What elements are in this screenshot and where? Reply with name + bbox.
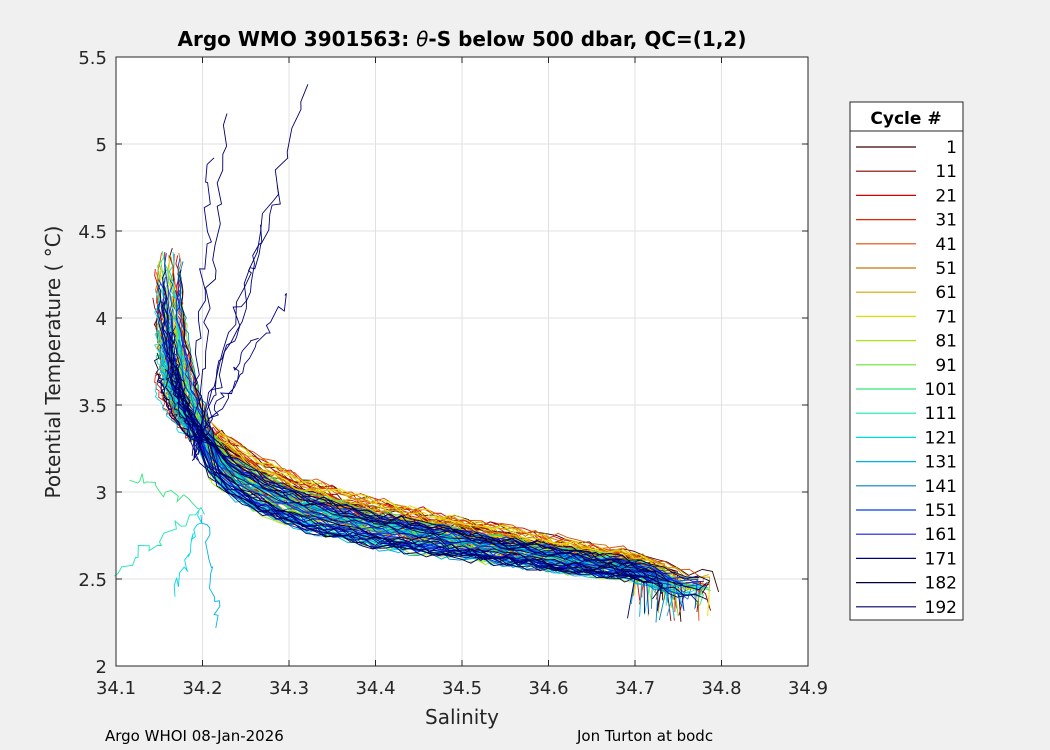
series-trace-excursion <box>197 113 228 455</box>
legend-label: 111 <box>925 404 957 424</box>
legend-label: 31 <box>935 211 957 231</box>
y-tick-label: 4 <box>96 309 107 330</box>
x-tick-label: 34.1 <box>96 678 136 699</box>
x-tick-label: 34.7 <box>615 678 655 699</box>
y-tick-label: 2.5 <box>78 570 107 591</box>
series-trace-fresh <box>200 514 221 628</box>
series-trace <box>164 253 653 578</box>
x-tick-label: 34.4 <box>355 678 395 699</box>
legend-label: 171 <box>925 549 957 569</box>
series-trace <box>164 369 711 595</box>
legend-label: 1 <box>946 138 957 158</box>
legend-label: 61 <box>935 283 957 303</box>
series-trace <box>161 340 685 611</box>
legend-label: 21 <box>935 186 957 206</box>
y-tick-label: 3.5 <box>78 396 107 417</box>
legend-label: 182 <box>925 574 957 594</box>
legend-label: 71 <box>935 307 957 327</box>
chart-title: Argo WMO 3901563: θ-S below 500 dbar, QC… <box>178 27 747 51</box>
legend-title: Cycle # <box>870 109 941 129</box>
y-axis-label: Potential Temperature ( °C) <box>41 226 65 499</box>
x-tick-label: 34.9 <box>788 678 828 699</box>
y-tick-label: 2 <box>96 657 107 678</box>
y-tick-label: 3 <box>96 483 107 504</box>
legend-label: 11 <box>935 162 957 182</box>
legend-label: 151 <box>925 501 957 521</box>
legend-label: 192 <box>925 598 957 618</box>
series-traces <box>114 84 720 628</box>
legend-entries: 1112131415161718191101111121131141151161… <box>856 138 957 618</box>
x-tick-label: 34.5 <box>442 678 482 699</box>
legend-label: 101 <box>925 380 957 400</box>
footer-right: Jon Turton at bodc <box>576 727 713 745</box>
legend: Cycle # 11121314151617181911011111211311… <box>849 101 964 621</box>
series-trace <box>158 374 636 619</box>
y-tick-label: 5.5 <box>78 48 107 69</box>
series-trace <box>163 290 663 611</box>
x-tick-label: 34.8 <box>701 678 741 699</box>
footer-left: Argo WHOI 08-Jan-2026 <box>105 727 284 745</box>
series-trace <box>177 252 665 599</box>
legend-label: 131 <box>925 453 957 473</box>
series-trace-excursion <box>194 293 287 461</box>
legend-label: 161 <box>925 525 957 545</box>
legend-label: 141 <box>925 477 957 497</box>
legend-label: 41 <box>935 235 957 255</box>
x-axis-label: Salinity <box>425 705 499 729</box>
series-trace-excursion <box>192 157 215 452</box>
series-trace-fresh <box>129 473 200 510</box>
series-trace <box>162 269 670 583</box>
legend-label: 81 <box>935 332 957 352</box>
y-tick-label: 4.5 <box>78 222 107 243</box>
axis-ticks: 34.1 34.2 34.3 34.4 34.5 34.6 34.7 34.8 34.922.5… <box>78 48 828 699</box>
series-trace-fresh <box>114 506 205 577</box>
legend-label: 91 <box>935 356 957 376</box>
series-trace <box>160 300 698 603</box>
series-trace-fresh <box>173 510 203 597</box>
legend-label: 51 <box>935 259 957 279</box>
series-trace <box>170 370 642 564</box>
series-trace-excursion <box>191 337 259 462</box>
series-trace <box>172 327 707 601</box>
legend-label: 121 <box>925 428 957 448</box>
x-tick-label: 34.2 <box>182 678 222 699</box>
series-trace-excursion <box>191 84 309 456</box>
x-tick-label: 34.3 <box>269 678 309 699</box>
series-trace <box>174 364 684 585</box>
x-tick-label: 34.6 <box>528 678 568 699</box>
y-tick-label: 5 <box>96 135 107 156</box>
